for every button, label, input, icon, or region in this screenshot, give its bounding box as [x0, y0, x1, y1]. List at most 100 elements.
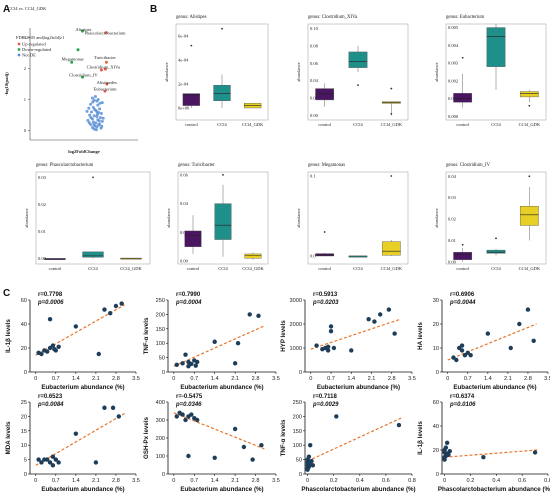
boxplot-outlier: [390, 175, 393, 177]
scatter-point: [180, 412, 185, 417]
volcano-point-ns: [95, 112, 99, 116]
volcano-point-ns: [96, 103, 100, 107]
scatter-y-tick-label: 0: [299, 472, 302, 478]
volcano-point-ns: [86, 118, 90, 122]
scatter-x-tick-label: 3.5: [132, 376, 140, 382]
scatter-x-tick-label: 2.8: [112, 478, 120, 484]
scatter-x-tick-label: 0: [34, 478, 37, 484]
scatter-x-tick-label: 2.1: [231, 376, 239, 382]
volcano-point-ns: [91, 120, 95, 124]
volcano-point-ns: [92, 122, 96, 126]
scatter-point: [56, 344, 61, 349]
boxplot-outlier: [528, 175, 531, 178]
scatter-y-tick-label: 0: [162, 370, 165, 376]
scatter-y-tick-label: 0: [24, 472, 27, 478]
volcano-point-ns: [93, 108, 97, 112]
scatter-point: [93, 460, 99, 465]
scatter-y-tick-label: 1000: [290, 346, 302, 352]
scatter-x-tick-label: 2.8: [112, 376, 120, 382]
boxplot-outlier: [323, 231, 326, 233]
scatter-x-tick-label: 0.4: [356, 478, 364, 484]
boxplot-y-tick-label: 0.002: [448, 78, 458, 83]
boxplot-y-tick-label: 0.00: [448, 259, 457, 264]
scatter-x-tick-label: 2.8: [524, 376, 532, 382]
scatter-y-tick-label: 5: [24, 458, 27, 464]
volcano-gene-label: Turicibacter: [94, 55, 116, 60]
scatter-point: [247, 312, 252, 317]
scatter-point: [53, 457, 58, 462]
boxplot-box: [486, 249, 506, 254]
scatter-point: [183, 417, 188, 423]
scatter-x-label: Eubacterium abundance (%): [41, 486, 124, 493]
scatter-point: [442, 455, 447, 460]
scatter-x-tick-label: 3.5: [544, 376, 550, 382]
boxplot-y-tick-label: 0.02: [38, 202, 46, 207]
scatter-x-tick-label: 2.1: [368, 376, 376, 382]
scatter-point: [241, 444, 247, 450]
volcano-point-ns: [92, 114, 96, 118]
scatter-x-label: Eubacterium abundance (%): [453, 384, 536, 391]
scatter-y-tick-label: 20: [433, 448, 439, 454]
scatter-point: [396, 422, 402, 428]
scatter-x-tick-label: 0.7: [52, 376, 60, 382]
scatter-y-tick-label: 250: [293, 400, 302, 406]
boxplot-y-tick-label: 0.04: [448, 174, 457, 179]
volcano-point-ns: [94, 128, 98, 132]
scatter-point: [366, 317, 371, 322]
scatter-x-label: Eubacterium abundance (%): [180, 384, 263, 391]
boxplot-box: [519, 91, 539, 98]
boxplot-box: [82, 251, 104, 258]
volcano-point-ns: [95, 110, 99, 114]
scatter-point: [531, 338, 536, 343]
scatter-x-tick-label: 2.8: [252, 478, 260, 484]
boxplot-outlier: [357, 84, 359, 86]
scatter-point: [73, 431, 79, 436]
boxplot-frame: [175, 23, 269, 121]
volcano-point-up: [103, 67, 107, 71]
scatter-x-tick-label: 2.8: [388, 376, 396, 382]
scatter-x-tick-label: 0: [446, 376, 449, 382]
scatter-y-tick-label: 100: [293, 443, 302, 449]
scatter-x-tick-label: 1.4: [72, 376, 80, 382]
scatter-point: [309, 458, 314, 464]
boxplot-box: [214, 203, 232, 240]
scatter-y-tick-label: 250: [156, 298, 165, 304]
volcano-point-ns: [99, 116, 102, 120]
boxplot-y-tick-label: 0.003: [448, 61, 459, 66]
boxplot-y-tick-label: 0.04: [310, 78, 319, 83]
legend-marker: [17, 42, 21, 46]
correlation-r: r=0.6906: [450, 292, 475, 298]
volcano-gene-label: Megamonas: [62, 57, 84, 62]
volcano-y-tick-label: 1: [24, 97, 26, 102]
scatter-x-label: Phascolarctobacterium abundance (%): [438, 486, 550, 493]
scatter-point: [485, 331, 491, 336]
scatter-x-tick-label: 0.7: [52, 478, 60, 484]
boxplot-x-tick-label: CCl4: [353, 266, 363, 271]
scatter-point: [310, 463, 316, 468]
boxplot-y-label: abundance: [296, 62, 301, 81]
scatter-x-tick-label: 0: [306, 478, 309, 484]
boxplot-box: [453, 93, 473, 103]
boxplot-y-tick-label: 0.02: [180, 230, 188, 235]
scatter-point: [447, 449, 452, 454]
boxplot-y-tick-label: 0.004: [448, 43, 459, 48]
scatter-point: [446, 452, 451, 457]
scatter-y-tick-label: 15: [21, 429, 27, 435]
boxplot-box: [486, 27, 506, 67]
scatter-y-tick-label: 20: [433, 322, 439, 328]
scatter-y-tick-label: 60: [433, 400, 439, 406]
scatter-point: [39, 460, 44, 465]
boxplot-box: [519, 206, 539, 226]
volcano-point-ns: [89, 116, 93, 120]
scatter-point: [232, 426, 238, 432]
regression-line: [447, 323, 537, 361]
boxplot-y-tick-label: 0.001: [448, 96, 458, 101]
scatter-x-tick-label: 2.1: [231, 478, 239, 484]
scatter-y-tick-label: 10: [433, 346, 439, 352]
scatter-y-tick-label: 0: [162, 472, 165, 478]
scatter-point: [377, 312, 383, 317]
scatter-x-tick-label: 0.8: [544, 478, 550, 484]
scatter-y-label: IL-1β levels: [5, 319, 12, 353]
volcano-gene-label: Phascolarctobacterium: [85, 30, 126, 35]
boxplot-y-tick-label: 0.03: [38, 175, 47, 180]
